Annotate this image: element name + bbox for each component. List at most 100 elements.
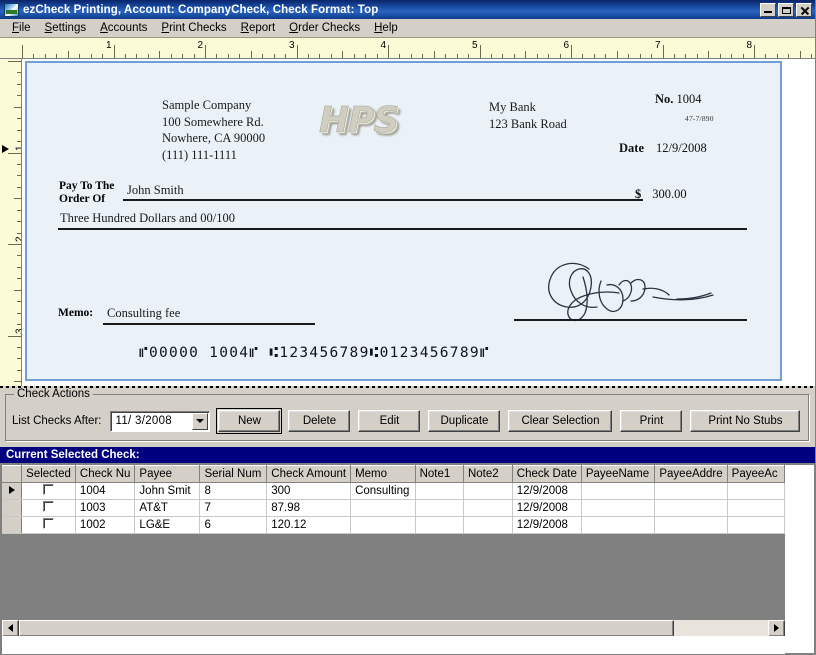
table-row[interactable]: 1004 John Smit 8 300 Consulting 12/9/2008 (2, 482, 785, 500)
column-header-note2[interactable]: Note2 (463, 465, 513, 483)
cell-check-number[interactable]: 1003 (75, 499, 136, 517)
edit-button[interactable]: Edit (358, 410, 421, 432)
vertical-ruler: 1 2 3 (0, 59, 22, 386)
ruler-tick (513, 54, 515, 58)
menu-item-file[interactable]: File (12, 21, 31, 34)
cell-payee[interactable]: LG&E (134, 516, 201, 534)
ruler-tick (788, 54, 790, 58)
cell-serial-num[interactable]: 6 (199, 516, 268, 534)
check-date-field: Date 12/9/2008 (619, 141, 707, 156)
cell-payee[interactable]: John Smit (134, 482, 201, 500)
menu-item-accounts[interactable]: Accounts (100, 21, 148, 34)
scroll-right-icon[interactable] (768, 619, 785, 637)
row-selected-checkbox[interactable] (21, 482, 76, 500)
scrollbar-track[interactable] (19, 619, 768, 637)
clear-selection-button[interactable]: Clear Selection (508, 410, 613, 432)
menu-item-print-checks[interactable]: Print Checks (161, 21, 227, 34)
app-icon (4, 2, 19, 17)
grid-horizontal-scrollbar[interactable] (2, 619, 785, 637)
ruler-tick (731, 54, 733, 58)
ruler-tick (17, 72, 21, 74)
ruler-tick (445, 54, 447, 58)
menu-item-order-checks[interactable]: Order Checks (289, 21, 361, 34)
ruler-tick (22, 45, 23, 58)
cell-check-date[interactable]: 12/9/2008 (512, 499, 582, 517)
cell-memo[interactable] (350, 499, 416, 517)
duplicate-button[interactable]: Duplicate (428, 410, 501, 432)
cell-check-number[interactable]: 1004 (75, 482, 136, 500)
cell-check-amount[interactable]: 300 (266, 482, 352, 500)
row-selected-checkbox[interactable] (21, 499, 76, 517)
cell-memo[interactable] (350, 516, 416, 534)
cell-payee[interactable]: AT&T (134, 499, 201, 517)
check-preview[interactable]: Sample Company 100 Somewhere Rd. Nowhere… (25, 61, 782, 381)
cell-check-amount[interactable]: 120.12 (266, 516, 352, 534)
table-row[interactable]: 1002 LG&E 6 120.12 12/9/2008 (2, 516, 785, 534)
row-selected-checkbox[interactable] (21, 516, 76, 534)
column-header-memo[interactable]: Memo (350, 465, 416, 483)
date-filter-combo[interactable]: 11/ 3/2008 (110, 410, 211, 432)
print-no-stubs-button[interactable]: Print No Stubs (690, 410, 801, 432)
cell-note1[interactable] (415, 482, 464, 500)
ruler-tick (17, 324, 21, 326)
close-icon[interactable] (796, 2, 812, 17)
column-header-payeeaddre[interactable]: PayeeAddre (654, 465, 728, 483)
delete-button[interactable]: Delete (288, 410, 351, 432)
ruler-tick (147, 54, 149, 58)
cell-note2[interactable] (463, 482, 513, 500)
cell-payee-account[interactable] (727, 516, 785, 534)
column-header-payeename[interactable]: PayeeName (581, 465, 656, 483)
cell-check-date[interactable]: 12/9/2008 (512, 516, 582, 534)
cell-note2[interactable] (463, 499, 513, 517)
scrollbar-thumb[interactable] (19, 619, 674, 637)
cell-payee-account[interactable] (727, 499, 785, 517)
ruler-tick (422, 54, 424, 58)
ruler-tick (14, 381, 21, 383)
cell-serial-num[interactable]: 7 (199, 499, 268, 517)
date-label: Date (619, 141, 644, 155)
cell-payee-address[interactable] (654, 516, 728, 534)
column-header-row-indicator[interactable] (2, 465, 23, 483)
ruler-tick (17, 186, 21, 188)
column-header-check-amount[interactable]: Check Amount (266, 465, 352, 483)
cell-check-number[interactable]: 1002 (75, 516, 136, 534)
ruler-tick (17, 358, 21, 360)
cell-payee-name[interactable] (581, 499, 656, 517)
table-row[interactable]: 1003 AT&T 7 87.98 12/9/2008 (2, 499, 785, 517)
row-selector[interactable] (2, 516, 23, 534)
column-header-payee[interactable]: Payee (134, 465, 201, 483)
cell-payee-address[interactable] (654, 482, 728, 500)
cell-check-date[interactable]: 12/9/2008 (512, 482, 582, 500)
cell-serial-num[interactable]: 8 (199, 482, 268, 500)
cell-note1[interactable] (415, 499, 464, 517)
current-row-marker-icon[interactable] (2, 482, 23, 500)
cell-note1[interactable] (415, 516, 464, 534)
checks-grid-scroller[interactable]: Selected Check Nu Payee Serial Num Check Amo… (2, 465, 785, 618)
print-button[interactable]: Print (620, 410, 683, 432)
column-header-selected[interactable]: Selected (21, 465, 76, 483)
column-header-note1[interactable]: Note1 (415, 465, 464, 483)
menu-item-settings[interactable]: Settings (44, 21, 87, 34)
scroll-left-icon[interactable] (2, 619, 19, 637)
cell-check-amount[interactable]: 87.98 (266, 499, 352, 517)
maximize-restore-button[interactable] (778, 2, 794, 17)
column-header-check-date[interactable]: Check Date (512, 465, 582, 483)
ruler-tick (182, 54, 184, 58)
column-header-check-nu[interactable]: Check Nu (75, 465, 136, 483)
cell-note2[interactable] (463, 516, 513, 534)
column-header-serial-num[interactable]: Serial Num (199, 465, 268, 483)
new-button[interactable]: New (216, 408, 283, 434)
cell-payee-name[interactable] (581, 482, 656, 500)
cell-payee-address[interactable] (654, 499, 728, 517)
cell-memo[interactable]: Consulting (350, 482, 416, 500)
chevron-down-icon[interactable] (192, 412, 209, 430)
cell-payee-account[interactable] (727, 482, 785, 500)
row-selector[interactable] (2, 499, 23, 517)
menu-item-help[interactable]: Help (374, 21, 398, 34)
minimize-button[interactable] (760, 2, 776, 17)
ruler-tick (319, 54, 321, 58)
menu-item-report[interactable]: Report (240, 21, 276, 34)
column-header-payeeac[interactable]: PayeeAc (727, 465, 785, 483)
check-design-canvas[interactable]: Sample Company 100 Somewhere Rd. Nowhere… (22, 59, 816, 386)
cell-payee-name[interactable] (581, 516, 656, 534)
